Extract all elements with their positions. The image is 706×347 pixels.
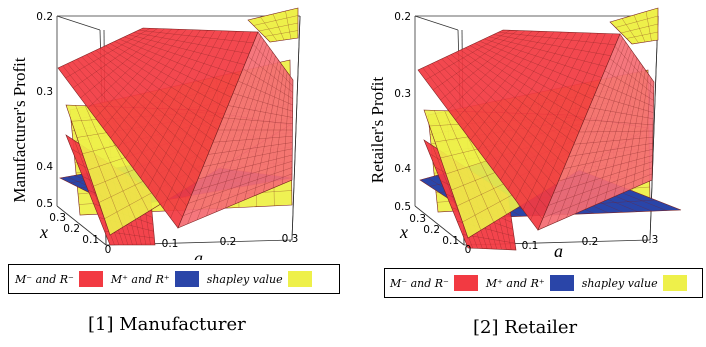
surfaces [57, 7, 299, 246]
legend-item-minus: M⁻ and R⁻ [385, 275, 486, 291]
a-axis-label: a [194, 248, 203, 260]
x-tick-label: 0.3 [49, 212, 66, 224]
caption-retailer: [2] Retailer [473, 317, 578, 338]
legend-item-shapley: shapley value [207, 271, 320, 287]
chart-panel-manufacturer: 0.2 0.3 0.4 0.5 0 0.1 0.2 0.3 0.1 0.2 0.3 a x Manufac… [0, 0, 345, 347]
surface-plot-retailer: 0.20.30.40.50 0.1 0.2 0.30.10.20.3axRetaile… [368, 7, 682, 260]
z-tick-label: 0.4 [394, 163, 411, 175]
x-tick-label: 0.2 [423, 224, 440, 236]
legend-manufacturer: M⁻ and R⁻ M⁺ and R⁺ shapley value [8, 264, 340, 294]
caption-manufacturer: [1] Manufacturer [88, 314, 246, 335]
legend-item-shapley: shapley value [582, 275, 687, 291]
surface-minus-upper [417, 29, 621, 231]
a-tick-label: 0 [465, 244, 472, 256]
x-tick-label: 0.3 [409, 213, 426, 225]
a-tick-label: 0.2 [582, 236, 599, 248]
chart-panel-retailer: 0.2 0.3 0.4 0.5 0 0.1 0.2 0.3 0.1 0.2 0.3 a x Retaile… [358, 0, 703, 347]
a-tick-label: 0.2 [220, 236, 237, 248]
legend-swatch-blue [174, 271, 199, 287]
legend-label-minus: M⁻ and R⁻ [15, 272, 74, 286]
a-tick-label: 0.3 [282, 233, 299, 245]
surface-minus-upper [57, 27, 259, 229]
x-tick-label: 0.1 [82, 234, 99, 246]
legend-retailer: M⁻ and R⁻ M⁺ and R⁺ shapley value [384, 268, 703, 298]
surface-shapley-corner [247, 7, 299, 43]
surface-minus-side [537, 33, 655, 231]
z-tick-label: 0.3 [36, 86, 53, 98]
legend-label-minus: M⁻ and R⁻ [390, 276, 449, 290]
z-axis-label: Manufacturer's Profit [10, 57, 29, 202]
surface-minus-side [177, 31, 294, 229]
z-tick-label: 0.4 [36, 161, 53, 173]
z-tick-label: 0.2 [394, 11, 411, 23]
z-tick-label: 0.5 [394, 201, 411, 213]
x-tick-label: 0.1 [442, 235, 459, 247]
legend-label-shapley: shapley value [206, 272, 283, 286]
x-tick-label: 0.2 [63, 223, 80, 235]
legend-swatch-red [453, 275, 478, 291]
legend-label-plus: M⁺ and R⁺ [485, 276, 545, 290]
legend-item-plus: M⁺ and R⁺ [111, 271, 207, 287]
x-axis-label: x [399, 222, 408, 242]
a-tick-label: 0.1 [162, 238, 179, 250]
a-axis-label: a [554, 241, 563, 260]
legend-swatch-red [78, 271, 103, 287]
a-tick-label: 0.3 [642, 234, 659, 246]
legend-swatch-blue [549, 275, 574, 291]
surface-shapley-corner [609, 7, 659, 45]
surfaces [417, 7, 682, 251]
legend-label-shapley: shapley value [581, 276, 658, 290]
z-tick-label: 0.3 [394, 88, 411, 100]
legend-swatch-yellow [662, 275, 687, 291]
legend-swatch-yellow [287, 271, 312, 287]
surface-plot-manufacturer: 0.20.30.40.50 0.1 0.2 0.30.10.20.3axManufac… [10, 7, 301, 260]
legend-label-plus: M⁺ and R⁺ [110, 272, 170, 286]
a-tick-label: 0.1 [522, 240, 539, 252]
legend-item-plus: M⁺ and R⁺ [486, 275, 582, 291]
z-tick-label: 0.5 [36, 198, 53, 210]
x-axis-label: x [39, 222, 48, 242]
legend-item-minus: M⁻ and R⁻ [9, 271, 111, 287]
a-tick-label: 0 [105, 244, 112, 256]
z-tick-label: 0.2 [36, 11, 53, 23]
z-axis-label: Retailer's Profit [368, 77, 387, 184]
